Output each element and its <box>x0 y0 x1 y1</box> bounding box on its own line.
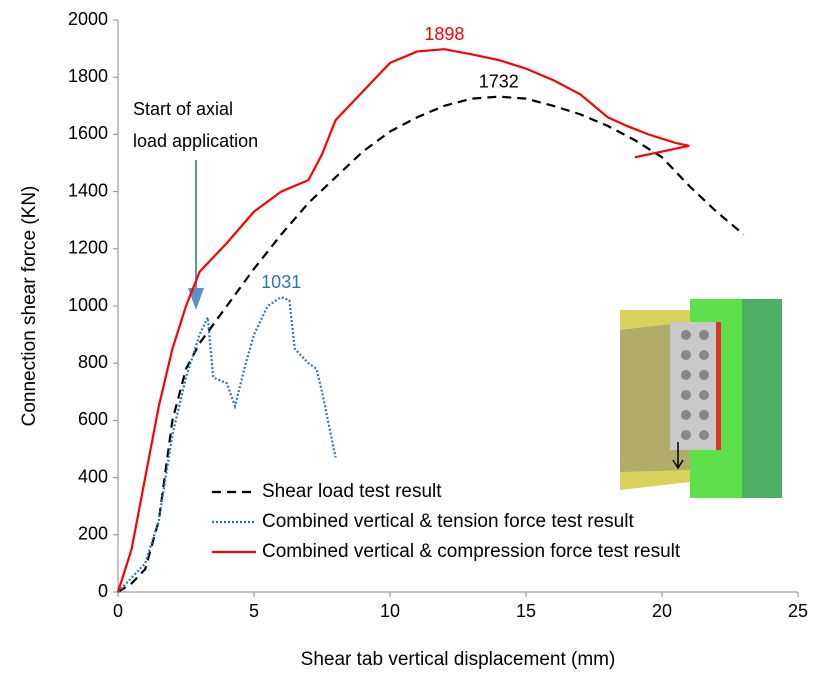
x-tick-label: 0 <box>113 601 123 621</box>
inset-illustration <box>620 299 782 498</box>
y-axis-title: Connection shear force (KN) <box>19 186 40 427</box>
shear-tab <box>670 322 718 450</box>
y-tick-label: 2000 <box>68 9 108 29</box>
annotation: Start of axial <box>133 99 233 119</box>
y-tick-label: 200 <box>78 524 108 544</box>
data-line <box>116 48 690 593</box>
peak-label: 1732 <box>479 71 519 91</box>
y-tick-label: 600 <box>78 409 108 429</box>
y-tick-label: 1200 <box>68 238 108 258</box>
peak-label: 1898 <box>424 24 464 44</box>
y-tick-label: 0 <box>98 581 108 601</box>
legend-text: Shear load test result <box>262 481 442 502</box>
legend-text: Combined vertical & tension force test r… <box>262 511 634 532</box>
x-tick-label: 10 <box>380 601 400 621</box>
x-tick-label: 25 <box>788 601 808 621</box>
data-line <box>117 295 337 593</box>
y-tick-label: 1800 <box>68 66 108 86</box>
top-flange <box>620 310 690 330</box>
y-tick-label: 400 <box>78 466 108 486</box>
note-arrow-head <box>188 288 204 310</box>
peak-label: 1031 <box>261 272 301 292</box>
x-axis-title: Shear tab vertical displacement (mm) <box>301 649 616 670</box>
annotation: load application <box>133 131 258 151</box>
weld <box>716 322 721 450</box>
bolts <box>681 330 709 440</box>
data-line <box>117 95 745 593</box>
y-tick-label: 800 <box>78 352 108 372</box>
y-tick-label: 1000 <box>68 295 108 315</box>
legend-text: Combined vertical & compression force te… <box>262 541 681 562</box>
bottom-flange <box>620 470 690 490</box>
y-tick-label: 1600 <box>68 123 108 143</box>
x-tick-label: 20 <box>652 601 672 621</box>
x-tick-label: 15 <box>516 601 536 621</box>
y-tick-label: 1400 <box>68 180 108 200</box>
x-tick-label: 5 <box>249 601 259 621</box>
load-arrow-head <box>672 459 684 470</box>
column-web <box>742 299 782 498</box>
